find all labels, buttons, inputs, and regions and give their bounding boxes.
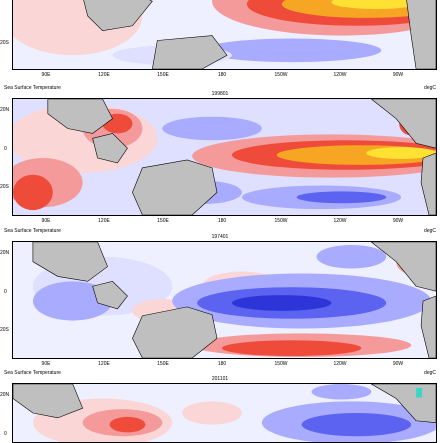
sst-map-1	[12, 0, 437, 70]
sst-anomaly-field-4	[13, 384, 436, 442]
lon-label-150e: 150E	[157, 361, 169, 367]
sst-map-3	[12, 241, 437, 359]
panel-2-variable: Sea Surface Temperature	[4, 85, 61, 91]
lon-label-120w: 120W	[333, 218, 347, 224]
lat-label-0: 0	[4, 431, 7, 437]
lon-label-150w: 150W	[274, 72, 288, 78]
lon-label-120e: 120E	[98, 361, 110, 367]
sst-map-2	[12, 98, 437, 216]
lon-label-180: 180	[217, 361, 227, 367]
sst-map-4	[12, 383, 437, 443]
lat-label-20s: 20S	[0, 184, 9, 190]
lat-label-20n: 20N	[0, 107, 10, 113]
panel-2-title: 199801	[211, 91, 229, 97]
lon-label-120e: 120E	[98, 72, 110, 78]
lon-label-180: 180	[217, 218, 227, 224]
sst-anomaly-field-1	[13, 0, 436, 69]
map-panel-4: Sea Surface Temperature 201101 degC 20N …	[0, 370, 440, 443]
panel-4-units: degC	[424, 370, 436, 376]
panel-4-variable: Sea Surface Temperature	[4, 370, 61, 376]
lon-label-120e: 120E	[98, 218, 110, 224]
map-panel-3: Sea Surface Temperature 197401 degC 20N …	[0, 228, 440, 376]
lat-label-20s: 20S	[0, 327, 9, 333]
lon-label-90w: 90W	[392, 218, 404, 224]
lat-label-20s: 20S	[0, 40, 9, 46]
panel-4-title: 201101	[211, 376, 229, 382]
lon-label-90e: 90E	[41, 218, 51, 224]
lon-label-180: 180	[217, 72, 227, 78]
panel-3-variable: Sea Surface Temperature	[4, 228, 61, 234]
panel-3-title: 197401	[211, 234, 229, 240]
lon-label-120w: 120W	[333, 72, 347, 78]
lon-label-90e: 90E	[41, 361, 51, 367]
lon-label-150e: 150E	[157, 72, 169, 78]
lat-label-20n: 20N	[0, 392, 10, 398]
lat-label-20n: 20N	[0, 250, 10, 256]
lon-label-90e: 90E	[41, 72, 51, 78]
lon-label-150e: 150E	[157, 218, 169, 224]
sst-anomaly-field-2	[13, 99, 436, 215]
lat-label-0: 0	[4, 289, 7, 295]
lon-label-90w: 90W	[392, 361, 404, 367]
panel-2-units: degC	[424, 85, 436, 91]
map-panel-2: Sea Surface Temperature 199801 degC 20	[0, 80, 440, 228]
lon-label-150w: 150W	[274, 361, 288, 367]
map-panel-1: 20S 90E 120E 150E 180 150W 120W 90W	[0, 0, 440, 80]
lat-label-0: 0	[4, 146, 7, 152]
lon-label-90w: 90W	[392, 72, 404, 78]
sst-anomaly-field-3	[13, 242, 436, 358]
lon-label-150w: 150W	[274, 218, 288, 224]
lon-label-120w: 120W	[333, 361, 347, 367]
panel-3-units: degC	[424, 228, 436, 234]
